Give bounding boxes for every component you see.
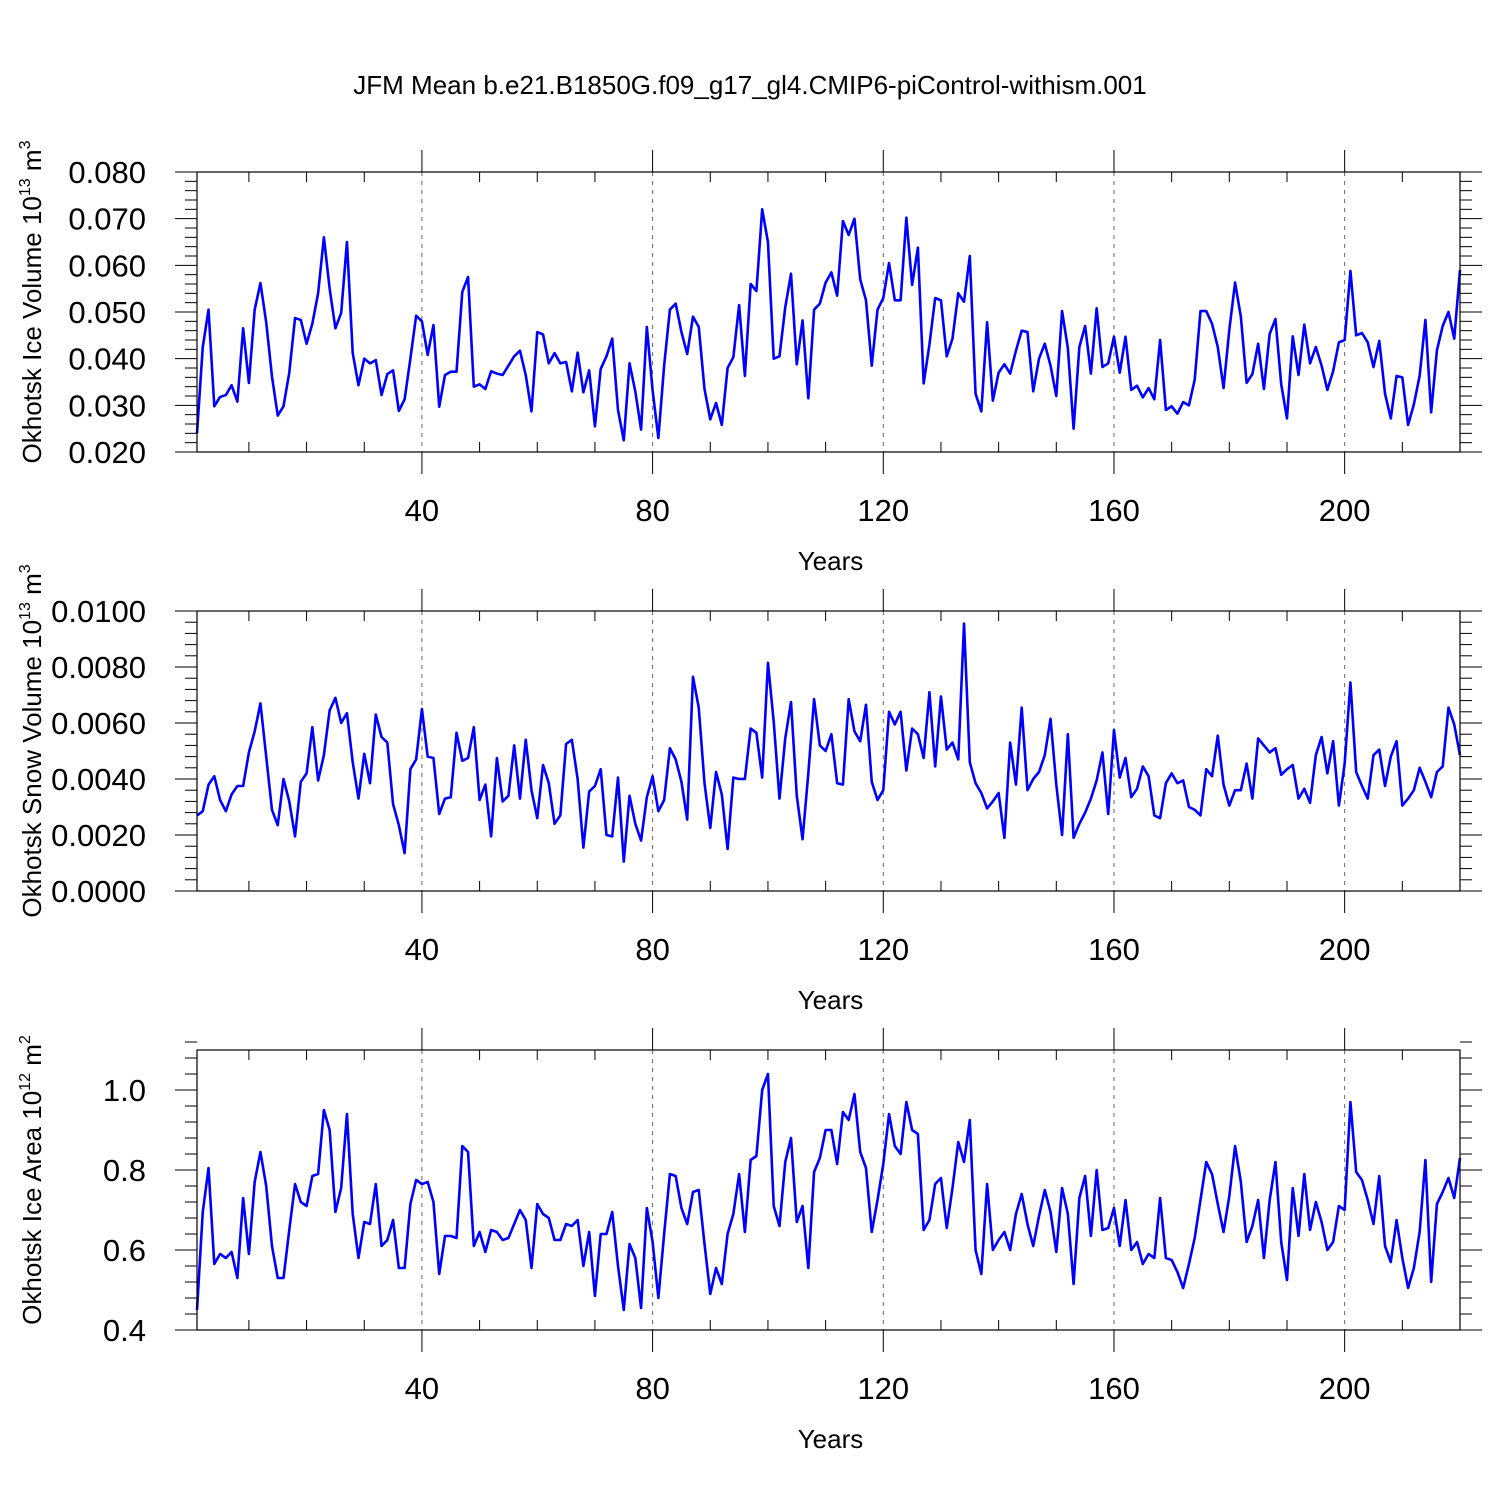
ice-area-x-tick-label: 200 [1319, 1371, 1371, 1406]
snow-volume-y-tick-label: 0.0100 [51, 594, 146, 629]
snow-volume-x-tick-label: 120 [857, 932, 909, 967]
ice-volume-x-tick-label: 200 [1319, 493, 1371, 528]
ice-area-y-tick-label: 0.6 [103, 1233, 146, 1268]
ice-area-x-tick-label: 120 [857, 1371, 909, 1406]
snow-volume-x-axis-label: Years [798, 985, 864, 1015]
ice-volume-y-tick-label: 0.070 [68, 202, 146, 237]
ice-area-y-axis-label: Okhotsk Ice Area 1012 m2 [17, 1035, 47, 1325]
ice-volume-series-line [195, 208, 1462, 442]
panel-snow-volume: 40 80 120 160 200 0.0000 0.0020 0.0040 0.0060 0.0… [17, 564, 1482, 1015]
ice-volume-x-axis-label: Years [798, 546, 864, 576]
ice-volume-y-tick-label: 0.030 [68, 388, 146, 423]
snow-volume-series-line [196, 622, 1462, 863]
ice-volume-x-tick-label: 120 [857, 493, 909, 528]
ice-area-series-line [195, 1072, 1462, 1312]
ice-area-x-tick-label: 160 [1088, 1371, 1140, 1406]
snow-volume-x-tick-label: 160 [1088, 932, 1140, 967]
ice-volume-y-tick-label: 0.080 [68, 155, 146, 190]
ice-volume-y-tick-label: 0.040 [68, 342, 146, 377]
ice-area-x-tick-label: 40 [405, 1371, 439, 1406]
ice-area-y-tick-label: 1.0 [103, 1073, 146, 1108]
ice-volume-x-tick-label: 80 [635, 493, 669, 528]
snow-volume-y-tick-label: 0.0080 [51, 650, 146, 685]
ice-volume-y-tick-label: 0.060 [68, 248, 146, 283]
ice-volume-plot-frame [196, 171, 1461, 453]
ice-area-y-tick-label: 0.4 [103, 1313, 146, 1348]
panel-ice-volume: 40 80 120 160 200 0.020 0.030 0.040 0.050 0.060 0.… [17, 140, 1482, 576]
panel-ice-area: 40 80 120 160 200 0.4 0.6 0.8 1.0 Years Okhotsk Ic… [17, 1028, 1482, 1454]
ice-area-plot-frame [196, 1049, 1461, 1331]
ice-volume-y-axis-label: Okhotsk Ice Volume 1013 m3 [17, 140, 47, 463]
snow-volume-x-tick-label: 40 [405, 932, 439, 967]
ice-volume-y-tick-label: 0.050 [68, 295, 146, 330]
ice-volume-x-tick-label: 160 [1088, 493, 1140, 528]
snow-volume-x-tick-label: 80 [635, 932, 669, 967]
ice-area-x-tick-label: 80 [635, 1371, 669, 1406]
ice-volume-x-tick-label: 40 [405, 493, 439, 528]
snow-volume-y-tick-label: 0.0060 [51, 706, 146, 741]
ice-area-x-axis-label: Years [798, 1424, 864, 1454]
snow-volume-x-tick-label: 200 [1319, 932, 1371, 967]
ice-area-y-tick-label: 0.8 [103, 1153, 146, 1188]
ice-volume-y-tick-label: 0.020 [68, 435, 146, 470]
snow-volume-y-tick-label: 0.0000 [51, 874, 146, 909]
snow-volume-plot-frame [196, 610, 1461, 892]
figure-title: JFM Mean b.e21.B1850G.f09_g17_gl4.CMIP6-… [353, 70, 1146, 100]
snow-volume-y-tick-label: 0.0040 [51, 762, 146, 797]
snow-volume-y-axis-label: Okhotsk Snow Volume 1013 m3 [17, 564, 47, 917]
snow-volume-y-tick-label: 0.0020 [51, 818, 146, 853]
